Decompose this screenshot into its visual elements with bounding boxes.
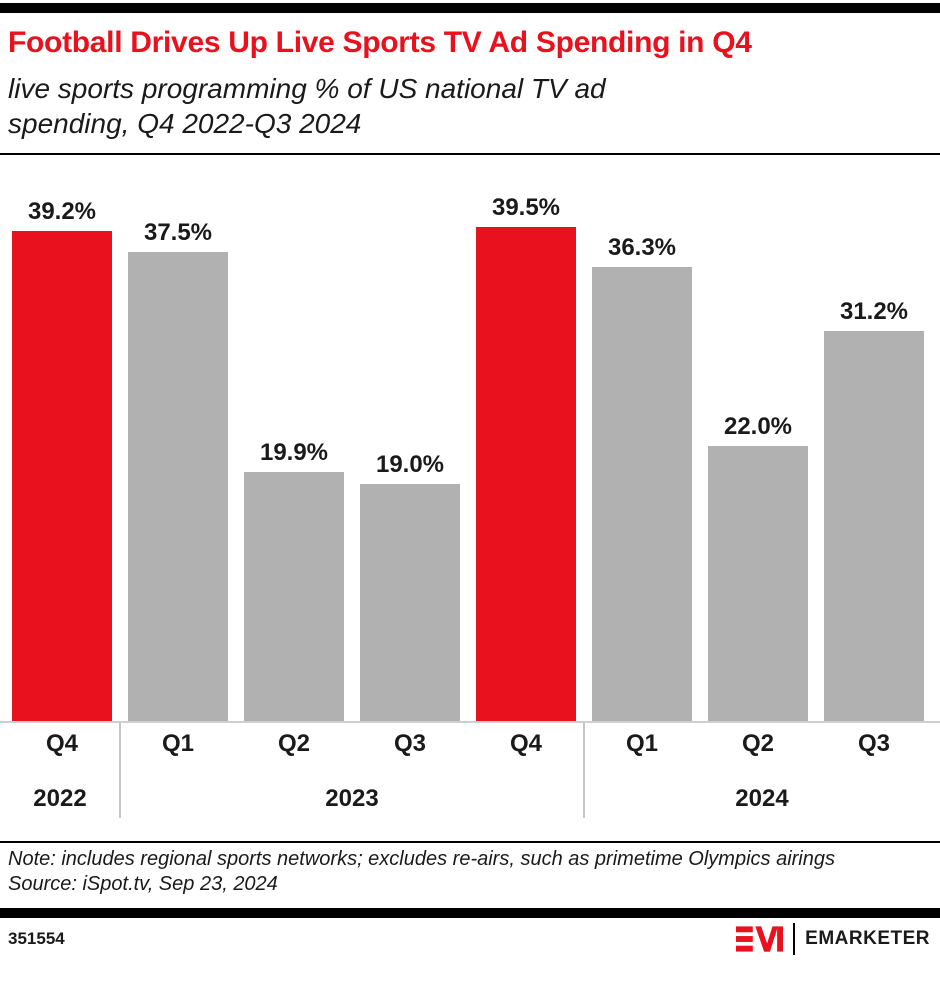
footnote: Note: includes regional sports networks;… [0, 841, 940, 901]
chart-subtitle-line2: spending, Q4 2022-Q3 2024 [8, 108, 362, 139]
bar-value-label: 39.2% [27, 198, 97, 225]
x-axis-quarter-label: Q4 [509, 730, 542, 757]
top-rule [0, 3, 940, 13]
bar-value-label: 22.0% [723, 413, 793, 440]
bar [360, 483, 460, 721]
year-divider [583, 723, 585, 818]
bar [708, 446, 808, 721]
x-axis-quarter-label: Q2 [277, 730, 310, 757]
x-axis-quarter-label: Q3 [393, 730, 426, 757]
footer: 351554 EMARKETER [0, 918, 940, 959]
footer-rule [0, 908, 940, 918]
x-axis-quarter-label: Q2 [741, 730, 774, 757]
x-axis-quarter-row: Q4 Q1 Q2 Q3 Q4 Q1 Q2 Q3 [0, 723, 940, 758]
x-axis-quarter-label: Q1 [161, 730, 194, 757]
bar-value-label: 19.0% [375, 450, 445, 478]
bar [128, 252, 228, 721]
x-axis-quarter-label: Q3 [857, 730, 890, 757]
x-axis-quarter-label: Q4 [45, 730, 78, 757]
x-axis-year-label: 2022 [33, 785, 87, 812]
logo-separator [793, 922, 796, 955]
bar-column-q2-2024: 22.0% [708, 413, 808, 721]
x-axis: Q4 Q1 Q2 Q3 Q4 Q1 Q2 Q3 2022 2023 2024 [0, 721, 940, 841]
bar-column-q4-2023: 39.5% [476, 194, 576, 721]
bar-value-label: 31.2% [839, 298, 909, 325]
x-axis-quarter-label: Q1 [625, 730, 658, 757]
bar-column-q1-2023: 37.5% [128, 219, 228, 721]
bar [12, 231, 112, 721]
chart-id: 351554 [8, 928, 65, 948]
bar-column-q3-2023: 19.0% [360, 450, 460, 721]
x-axis-year-label: 2024 [735, 785, 789, 812]
bar-value-label: 36.3% [607, 234, 677, 262]
bar [824, 331, 924, 721]
bar-chart: 39.2% 37.5% 19.9% 19.0% 39.5% 36.3% 22.0% 31.2% [0, 155, 940, 721]
bar-value-label: 19.9% [259, 439, 329, 467]
bar-value-label: 39.5% [491, 194, 561, 222]
bar-column-q2-2023: 19.9% [244, 439, 344, 721]
bar-column-q4-2022: 39.2% [12, 198, 112, 721]
brand-name: EMARKETER [805, 927, 930, 949]
year-divider [119, 723, 121, 818]
bar [592, 267, 692, 721]
infographic-page: Football Drives Up Live Sports TV Ad Spe… [0, 3, 940, 959]
bar [476, 227, 576, 721]
em-logo-mark-icon [736, 925, 784, 952]
source-text: Source: iSpot.tv, Sep 23, 2024 [8, 873, 278, 895]
header-divider-rule [0, 153, 940, 155]
bar-column-q1-2024: 36.3% [592, 234, 692, 721]
bar-column-q3-2024: 31.2% [824, 298, 924, 721]
emarketer-logo: EMARKETER [736, 922, 930, 955]
bar-value-label: 37.5% [143, 219, 213, 247]
bar [244, 472, 344, 721]
page-title: Football Drives Up Live Sports TV Ad Spe… [8, 26, 752, 59]
note-text: Note: includes regional sports networks;… [8, 848, 835, 870]
chart-subtitle-line1: live sports programming % of US national… [8, 73, 606, 104]
x-axis-year-label: 2023 [325, 785, 379, 812]
chart-subtitle: live sports programming % of US national… [8, 71, 932, 141]
